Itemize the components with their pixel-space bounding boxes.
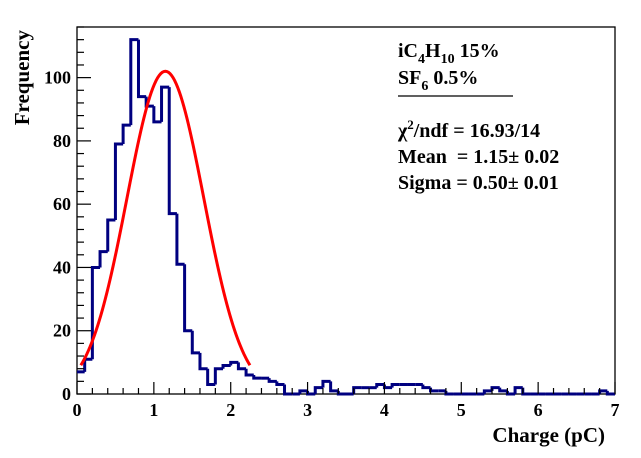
x-tick-label: 3 [303,400,312,420]
x-tick-label: 7 [611,400,620,420]
x-tick-label: 0 [73,400,82,420]
hist-bin [160,85,170,122]
hist-bin [321,379,331,388]
hist-bin [213,367,224,385]
hist-bin [221,364,231,369]
x-tick-label: 5 [457,400,466,420]
hist-bin [236,362,247,371]
y-axis-title: Frequency [10,30,34,126]
hist-bin [336,390,346,396]
hist-bin [375,383,385,388]
y-tick-label: 80 [53,131,71,151]
x-tick-label: 1 [149,400,158,420]
fit-curve-layer [79,69,252,367]
y-tick-label: 100 [44,68,71,88]
hist-bin [498,387,508,393]
hist-bin [129,38,139,126]
hist-bin [229,360,239,366]
hist-bin [421,384,431,390]
hist-bin [98,250,108,268]
x-ticks: 0 1 2 3 4 5 6 7 [73,382,620,420]
gaussian-fit-curve [79,69,252,367]
stats-legend: iC4H10 15% SF6 0.5% χ2/ndf = 16.93/14 Me… [397,40,559,194]
hist-bin [298,389,308,394]
hist-bin [605,390,615,396]
hist-bin [513,386,523,394]
hist-bin [113,142,124,220]
x-tick-label: 2 [226,400,235,420]
hist-bin [167,87,177,216]
legend-sigma: Sigma = 0.50± 0.01 [398,172,559,194]
hist-bin [244,368,254,377]
hist-bin [152,106,162,124]
hist-bin [198,352,208,371]
hist-bin [313,386,323,394]
hist-bin [482,389,493,394]
hist-bin [121,123,131,145]
hist-bin [106,218,116,252]
hist-bin [329,381,339,393]
hist-bin [267,378,277,383]
hist-bin [175,213,185,266]
hist-bin [136,39,147,99]
hist-bin [283,384,293,396]
hist-bin [352,386,362,394]
hist-bin [521,387,531,396]
hist-bin [190,330,200,355]
y-tick-label: 40 [53,257,71,277]
hist-bin [429,387,439,393]
y-ticks: 0 20 40 60 80 100 [44,26,91,404]
hist-bin [183,264,193,333]
hist-bin [206,368,216,387]
hist-bin [390,383,400,388]
hist-bin [444,390,454,396]
hist-bin [90,265,101,360]
legend-gas-line-2: SF6 0.5% [398,67,478,94]
y-tick-label: 20 [53,321,71,341]
x-tick-label: 6 [534,400,543,420]
legend-mean: Mean = 1.15± 0.02 [398,146,559,168]
hist-bin [252,375,262,380]
y-tick-label: 0 [62,384,71,404]
hist-bin [275,381,285,387]
legend-chi2: χ2/ndf = 16.93/14 [397,117,540,142]
x-axis-title: Charge (pC) [492,423,605,447]
y-tick-label: 60 [53,194,71,214]
histogram-bars [77,38,615,396]
plot-frame [76,26,616,395]
x-tick-label: 4 [380,400,389,420]
legend-gas-line-1: iC4H10 15% [398,40,500,67]
hist-bin [83,357,93,372]
